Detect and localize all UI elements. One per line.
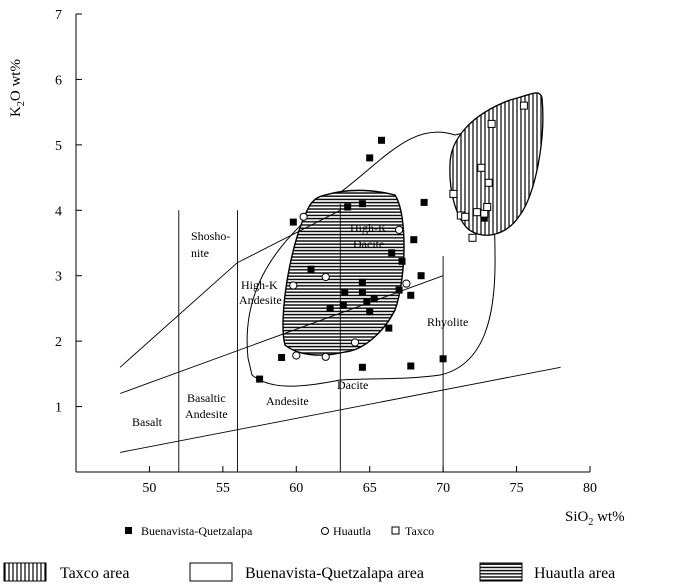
point-buenavista-quetzalapa: [358, 200, 366, 208]
point-buenavista-quetzalapa: [385, 324, 393, 332]
point-buenavista-quetzalapa: [278, 354, 286, 361]
field-label-basalt: Basalt: [132, 415, 163, 429]
point-buenavista-quetzalapa: [339, 301, 347, 309]
point-taxco: [487, 119, 496, 128]
legend-label-buenavista: Buenavista-Quetzalapa: [141, 524, 253, 538]
y-tick-label: 6: [55, 73, 62, 88]
field-label-dacite: Dacite: [337, 378, 368, 392]
point-buenavista-quetzalapa: [398, 257, 406, 265]
huautla-area: [282, 189, 405, 356]
field-label-shoshonite-1: Shosho-: [191, 229, 230, 243]
point-taxco: [449, 189, 458, 198]
x-tick-label: 60: [289, 481, 303, 496]
point-taxco: [483, 203, 492, 211]
taxco-area: [449, 92, 544, 236]
point-taxco: [519, 101, 528, 110]
field-boundary-mid-line: [119, 275, 444, 394]
field-label-highk-dacite-1: High-K: [350, 221, 387, 235]
point-buenavista-quetzalapa: [256, 375, 264, 383]
point-buenavista-quetzalapa: [410, 236, 418, 244]
field-label-highk-andesite-1: High-K: [241, 278, 278, 292]
field-label-rhyolite: Rhyolite: [427, 315, 468, 329]
area-legend: Taxco area Buenavista-Quetzalapa area Hu…: [3, 562, 615, 582]
field-label-andesite: Andesite: [266, 394, 309, 408]
point-taxco: [477, 163, 486, 172]
point-huautla: [395, 225, 404, 234]
point-buenavista-quetzalapa: [341, 288, 349, 296]
y-tick-label: 5: [55, 139, 62, 154]
point-buenavista-quetzalapa: [417, 272, 425, 280]
field-label-shoshonite-2: nite: [191, 246, 209, 260]
point-huautla: [299, 212, 308, 221]
point-buenavista-quetzalapa: [480, 214, 488, 222]
x-axis-label: SiO2 wt%: [565, 509, 625, 528]
y-tick-label: 4: [55, 204, 62, 219]
x-tick-label: 70: [436, 481, 450, 496]
x-tick-label: 50: [142, 481, 156, 496]
area-swatch-buenavista: [189, 562, 233, 582]
field-label-basaltic-andesite-2: Andesite: [185, 407, 228, 421]
point-taxco: [468, 233, 477, 242]
point-buenavista-quetzalapa: [366, 154, 374, 162]
y-tick-label: 1: [55, 401, 62, 416]
point-taxco: [461, 212, 470, 221]
x-tick-label: 75: [510, 481, 524, 496]
area-swatch-huautla: [479, 562, 523, 582]
point-taxco: [472, 208, 481, 217]
area-label-huautla: Huautla area: [534, 565, 615, 582]
point-buenavista-quetzalapa: [439, 355, 447, 363]
y-axis-label: K2O wt%: [8, 59, 27, 117]
y-tick-label: 7: [55, 8, 62, 23]
point-buenavista-quetzalapa: [407, 362, 415, 370]
point-buenavista-quetzalapa: [358, 363, 366, 371]
y-tick-label: 2: [55, 335, 62, 350]
legend-marker-huautla: [321, 527, 329, 535]
x-tick-label: 65: [363, 481, 377, 496]
point-buenavista-quetzalapa: [326, 304, 334, 312]
x-tick-label: 55: [216, 481, 230, 496]
point-buenavista-quetzalapa: [370, 295, 378, 303]
point-buenavista-quetzalapa: [420, 198, 428, 206]
field-boundary-high-b-line: [237, 209, 341, 264]
point-huautla: [292, 351, 301, 360]
point-buenavista-quetzalapa: [363, 298, 371, 306]
field-label-basaltic-andesite-1: Basaltic: [187, 391, 226, 405]
legend-label-huautla: Huautla: [333, 524, 372, 538]
point-buenavista-quetzalapa: [378, 136, 385, 144]
field-label-highk-andesite-2: Andesite: [239, 293, 282, 307]
point-buenavista-quetzalapa: [407, 291, 415, 299]
point-taxco: [484, 178, 493, 187]
point-buenavista-quetzalapa: [344, 203, 352, 211]
point-buenavista-quetzalapa: [358, 288, 366, 296]
x-tick-label: 80: [583, 481, 597, 496]
area-label-taxco: Taxco area: [60, 565, 130, 582]
point-buenavista-quetzalapa: [358, 278, 366, 286]
y-tick-label: 3: [55, 270, 62, 285]
area-swatch-taxco: [3, 562, 47, 582]
point-taxco: [480, 209, 489, 218]
legend-label-taxco: Taxco: [405, 524, 434, 538]
point-huautla: [402, 279, 411, 288]
point-buenavista-quetzalapa: [388, 249, 396, 257]
point-buenavista-quetzalapa: [289, 218, 297, 226]
point-huautla: [289, 281, 298, 290]
area-label-buenavista: Buenavista-Quetzalapa area: [245, 565, 424, 582]
legend-marker-buenavista: [125, 527, 132, 534]
point-buenavista-quetzalapa: [366, 308, 374, 316]
series-legend: Buenavista-Quetzalapa Huautla Taxco: [125, 524, 434, 538]
point-huautla: [321, 272, 330, 282]
field-label-highk-dacite-2: Dacite: [353, 237, 384, 251]
point-buenavista-quetzalapa: [395, 286, 403, 294]
legend-marker-taxco: [391, 526, 400, 535]
point-huautla: [350, 338, 360, 347]
point-buenavista-quetzalapa: [307, 265, 315, 273]
point-huautla: [321, 352, 330, 361]
